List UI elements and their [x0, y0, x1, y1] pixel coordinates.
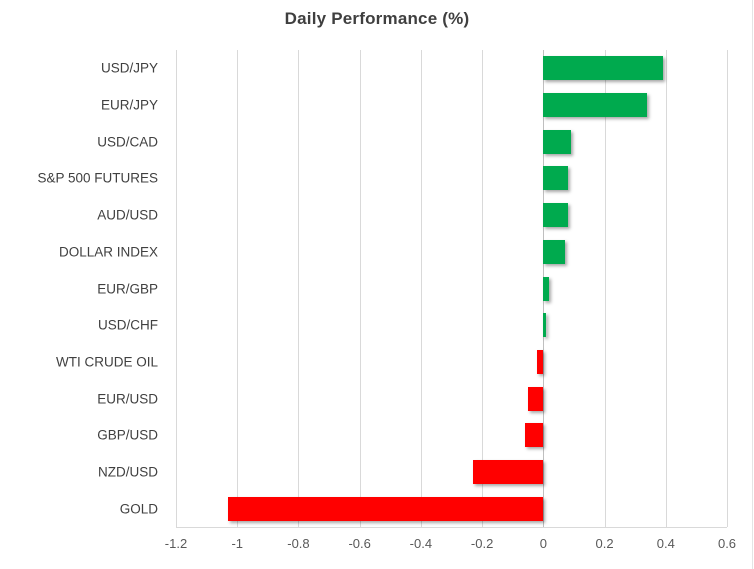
category-label: NZD/USD: [98, 464, 158, 480]
bar-usd-cad: [543, 129, 571, 154]
gridline: [176, 50, 177, 527]
gridline: [237, 50, 239, 527]
plot-area: [176, 50, 728, 528]
bar-dollar-index: [543, 239, 565, 264]
x-tick-label: -0.2: [470, 536, 494, 551]
gridline: [604, 50, 606, 527]
gridline: [482, 50, 484, 527]
category-label: USD/CHF: [98, 317, 158, 333]
category-label: USD/CAD: [97, 134, 158, 150]
x-axis: -1.2 -1 -0.8 -0.6 -0.4 -0.2 0 0.2 0.4 0.6: [165, 534, 736, 556]
x-tick-label: 0.4: [656, 536, 675, 551]
x-tick-label: 0.2: [595, 536, 614, 551]
x-tick-label: 0.6: [717, 536, 737, 551]
category-label: S&P 500 FUTURES: [37, 170, 158, 186]
x-tick-label: -0.8: [287, 536, 310, 551]
bar-s-p-500-futures: [543, 166, 568, 191]
bar-gbp-usd: [524, 423, 544, 448]
gridline: [665, 50, 667, 527]
bar-eur-gbp: [543, 276, 550, 301]
x-tick-label: -1.2: [164, 536, 188, 551]
chart-right-border: [752, 0, 753, 569]
bar-nzd-usd: [472, 459, 544, 484]
category-label: EUR/USD: [97, 391, 158, 407]
bar-eur-usd: [528, 386, 544, 411]
category-axis: USD/JPY EUR/JPY USD/CAD S&P 500 FUTURES AUD/…: [0, 50, 166, 527]
chart-title: Daily Performance (%): [284, 9, 470, 28]
bar-wti-crude-oil: [537, 349, 544, 374]
category-label: GBP/USD: [97, 427, 158, 443]
gridline: [298, 50, 300, 527]
x-tick-label: -1: [231, 536, 243, 551]
bar-usd-jpy: [543, 56, 663, 81]
category-label: WTI CRUDE OIL: [55, 354, 158, 370]
bar-usd-chf: [543, 313, 547, 338]
category-label: AUD/USD: [97, 207, 158, 223]
x-tick-label: -0.4: [409, 536, 433, 551]
bar-gold: [228, 496, 544, 521]
gridline: [727, 50, 728, 527]
category-label: GOLD: [119, 501, 158, 517]
x-tick-label: -0.6: [348, 536, 371, 551]
bar-aud-usd: [543, 203, 568, 228]
bar-eur-jpy: [543, 93, 648, 118]
category-label: USD/JPY: [100, 60, 158, 76]
category-label: EUR/GBP: [97, 281, 158, 296]
category-label: DOLLAR INDEX: [58, 244, 158, 260]
gridline: [359, 50, 361, 527]
x-tick-label: 0: [539, 536, 547, 551]
category-label: EUR/JPY: [100, 97, 158, 113]
gridline: [420, 50, 422, 527]
